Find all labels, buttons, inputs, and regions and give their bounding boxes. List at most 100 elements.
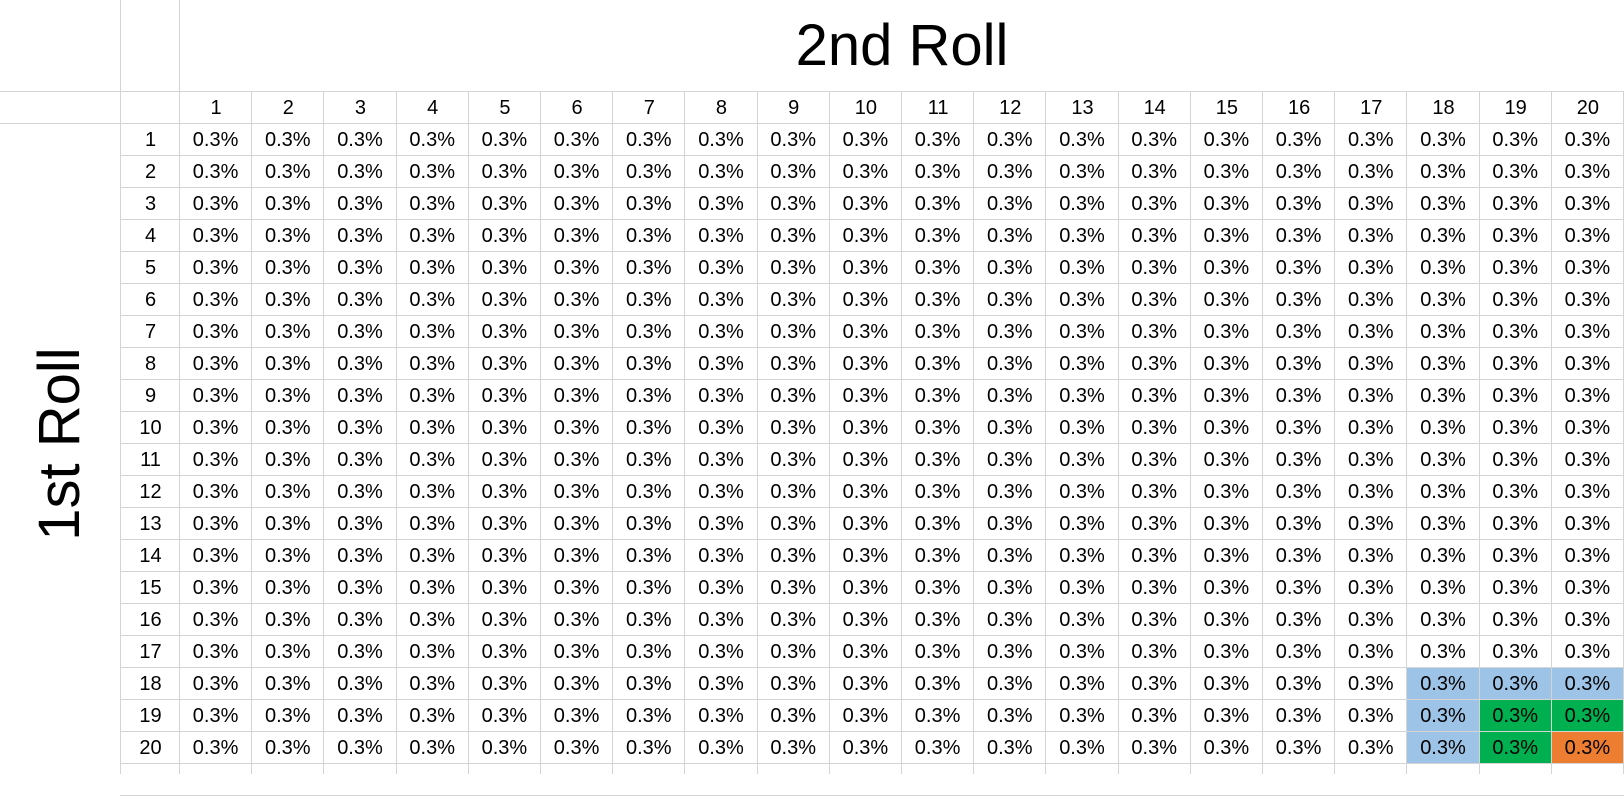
table-cell[interactable]: 0.3% (770, 192, 816, 215)
table-cell[interactable]: 0.3% (1479, 668, 1551, 699)
table-cell[interactable]: 0.3% (481, 224, 528, 247)
table-cell[interactable]: 0.3% (409, 128, 455, 151)
table-cell[interactable]: 0.3% (1059, 256, 1105, 279)
table-cell[interactable]: 0.3% (192, 480, 239, 503)
table-cell[interactable]: 0.3% (1564, 352, 1611, 375)
table-cell[interactable]: 0.3% (1420, 416, 1466, 439)
table-cell[interactable]: 0.3% (625, 672, 672, 695)
table-cell[interactable]: 0.3% (409, 352, 455, 375)
table-cell[interactable]: 0.3% (1203, 640, 1250, 663)
table-cell[interactable]: 0.3% (1347, 192, 1394, 215)
table-cell[interactable]: 0.3% (1275, 128, 1322, 151)
table-cell[interactable]: 0.3% (770, 224, 816, 247)
table-cell[interactable]: 0.3% (1059, 640, 1105, 663)
table-cell[interactable]: 0.3% (1492, 448, 1538, 471)
table-cell[interactable]: 0.3% (986, 544, 1033, 567)
table-cell[interactable]: 0.3% (986, 320, 1033, 343)
table-cell[interactable]: 0.3% (192, 512, 239, 535)
table-cell[interactable]: 0.3% (1059, 512, 1105, 535)
table-cell[interactable]: 0.3% (986, 576, 1033, 599)
table-cell[interactable]: 0.3% (1551, 668, 1623, 699)
table-cell[interactable]: 0.3% (1420, 288, 1466, 311)
table-cell[interactable]: 0.3% (1203, 192, 1250, 215)
table-cell[interactable]: 0.3% (409, 224, 455, 247)
table-cell[interactable]: 0.3% (625, 128, 672, 151)
table-cell[interactable]: 0.3% (1420, 640, 1466, 663)
table-cell[interactable]: 0.3% (1420, 384, 1466, 407)
table-cell[interactable]: 0.3% (1564, 224, 1611, 247)
table-cell[interactable]: 0.3% (553, 576, 600, 599)
table-cell[interactable]: 0.3% (1131, 224, 1177, 247)
table-cell[interactable]: 0.3% (192, 704, 239, 727)
table-cell[interactable]: 0.3% (1059, 224, 1105, 247)
table-cell[interactable]: 0.3% (553, 384, 600, 407)
table-cell[interactable]: 0.3% (409, 160, 455, 183)
table-cell[interactable]: 0.3% (842, 320, 889, 343)
table-cell[interactable]: 0.3% (1347, 544, 1394, 567)
table-cell[interactable]: 0.3% (1492, 160, 1538, 183)
table-cell[interactable]: 0.3% (770, 448, 816, 471)
table-cell[interactable]: 0.3% (914, 256, 961, 279)
table-cell[interactable]: 0.3% (986, 160, 1033, 183)
table-cell[interactable]: 0.3% (625, 288, 672, 311)
table-cell[interactable]: 0.3% (553, 352, 600, 375)
table-cell[interactable]: 0.3% (770, 736, 816, 759)
table-cell[interactable]: 0.3% (770, 256, 816, 279)
table-cell[interactable]: 0.3% (1564, 448, 1611, 471)
table-cell[interactable]: 0.3% (698, 288, 744, 311)
table-cell[interactable]: 0.3% (1059, 320, 1105, 343)
table-cell[interactable]: 0.3% (914, 288, 961, 311)
table-cell[interactable]: 0.3% (1564, 640, 1611, 663)
table-cell[interactable]: 0.3% (264, 512, 311, 535)
table-cell[interactable]: 0.3% (698, 256, 744, 279)
table-cell[interactable]: 0.3% (337, 384, 383, 407)
table-cell[interactable]: 0.3% (481, 480, 528, 503)
table-cell[interactable]: 0.3% (1275, 416, 1322, 439)
table-cell[interactable]: 0.3% (264, 736, 311, 759)
table-cell[interactable]: 0.3% (1275, 288, 1322, 311)
table-cell[interactable]: 0.3% (192, 192, 239, 215)
table-cell[interactable]: 0.3% (192, 448, 239, 471)
table-cell[interactable]: 0.3% (1059, 608, 1105, 631)
table-cell[interactable]: 0.3% (842, 640, 889, 663)
table-cell[interactable]: 0.3% (1275, 320, 1322, 343)
table-cell[interactable]: 0.3% (986, 256, 1033, 279)
table-cell[interactable]: 0.3% (264, 576, 311, 599)
table-cell[interactable]: 0.3% (1347, 480, 1394, 503)
table-cell[interactable]: 0.3% (1131, 448, 1177, 471)
table-cell[interactable]: 0.3% (1059, 160, 1105, 183)
table-cell[interactable]: 0.3% (1131, 672, 1177, 695)
table-cell[interactable]: 0.3% (986, 128, 1033, 151)
table-cell[interactable]: 0.3% (1492, 288, 1538, 311)
table-cell[interactable]: 0.3% (770, 512, 816, 535)
table-cell[interactable]: 0.3% (1564, 128, 1611, 151)
table-cell[interactable]: 0.3% (1275, 544, 1322, 567)
table-cell[interactable]: 0.3% (842, 672, 889, 695)
table-cell[interactable]: 0.3% (986, 352, 1033, 375)
table-cell[interactable]: 0.3% (842, 416, 889, 439)
table-cell[interactable]: 0.3% (409, 288, 455, 311)
table-cell[interactable]: 0.3% (337, 512, 383, 535)
table-cell[interactable]: 0.3% (698, 320, 744, 343)
table-cell[interactable]: 0.3% (481, 320, 528, 343)
table-cell[interactable]: 0.3% (842, 352, 889, 375)
table-cell[interactable]: 0.3% (1407, 700, 1479, 731)
table-cell[interactable]: 0.3% (409, 704, 455, 727)
table-cell[interactable]: 0.3% (914, 320, 961, 343)
table-cell[interactable]: 0.3% (698, 160, 744, 183)
table-cell[interactable]: 0.3% (625, 384, 672, 407)
table-cell[interactable]: 0.3% (986, 224, 1033, 247)
table-cell[interactable]: 0.3% (1131, 128, 1177, 151)
table-cell[interactable]: 0.3% (481, 576, 528, 599)
table-cell[interactable]: 0.3% (986, 384, 1033, 407)
table-cell[interactable]: 0.3% (770, 416, 816, 439)
table-cell[interactable]: 0.3% (698, 384, 744, 407)
table-cell[interactable]: 0.3% (1420, 352, 1466, 375)
table-cell[interactable]: 0.3% (409, 480, 455, 503)
table-cell[interactable]: 0.3% (337, 672, 383, 695)
table-cell[interactable]: 0.3% (986, 192, 1033, 215)
table-cell[interactable]: 0.3% (1275, 224, 1322, 247)
table-cell[interactable]: 0.3% (337, 256, 383, 279)
table-cell[interactable]: 0.3% (1564, 192, 1611, 215)
table-cell[interactable]: 0.3% (914, 736, 961, 759)
